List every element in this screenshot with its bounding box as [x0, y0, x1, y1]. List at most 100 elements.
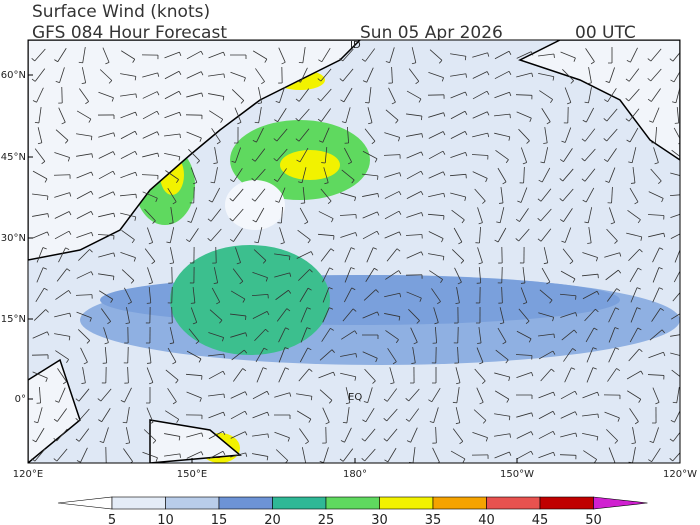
- barb-flag: [324, 182, 329, 185]
- barb-flag: [530, 51, 534, 56]
- barb-flag: [634, 201, 639, 205]
- barb-flag: [559, 198, 564, 202]
- barb-flag: [267, 433, 269, 438]
- barb: [384, 313, 400, 317]
- barb: [58, 387, 66, 403]
- barb: [98, 191, 114, 199]
- barb: [629, 187, 639, 203]
- barb-flag: [515, 238, 520, 242]
- barb-flag: [686, 334, 687, 338]
- barb-flag: [112, 170, 116, 175]
- barb: [516, 330, 532, 340]
- barb: [562, 168, 574, 182]
- barb: [520, 187, 528, 203]
- barb-flag: [559, 178, 564, 182]
- barb-flag: [658, 267, 663, 270]
- barb: [564, 127, 572, 143]
- barb-flag: [327, 200, 332, 205]
- barb-flag: [572, 348, 577, 352]
- barb: [104, 346, 108, 364]
- barb-flag: [31, 458, 36, 462]
- barb: [54, 230, 70, 240]
- barb-flag: [148, 242, 153, 245]
- barb-flag: [285, 367, 290, 370]
- barb: [142, 110, 158, 120]
- barb-flag: [654, 162, 659, 165]
- barb-flag: [376, 211, 380, 216]
- barb-flag: [156, 110, 160, 115]
- barb: [296, 410, 312, 420]
- barb: [516, 412, 532, 418]
- barb-flag: [33, 421, 38, 424]
- barb: [120, 130, 136, 140]
- barb: [275, 289, 289, 301]
- barb: [120, 93, 136, 97]
- colorbar-bin: [379, 496, 434, 510]
- barb: [274, 253, 290, 257]
- barb-flag: [339, 78, 344, 82]
- barb: [652, 247, 660, 263]
- barb: [36, 267, 44, 283]
- barb: [516, 371, 532, 379]
- barb: [233, 168, 243, 182]
- lon-label: 120°E: [13, 469, 43, 480]
- barb: [98, 170, 114, 180]
- barb: [473, 409, 487, 421]
- barb: [454, 267, 462, 283]
- barb-flag: [636, 287, 641, 290]
- barb-flag: [614, 327, 619, 330]
- barb: [164, 152, 180, 158]
- barb-flag: [637, 267, 642, 271]
- barb-flag: [540, 161, 545, 164]
- barb: [433, 307, 439, 323]
- barb-flag: [127, 301, 132, 305]
- barb-flag: [149, 422, 154, 425]
- barb-flag: [486, 111, 490, 116]
- map-frame: [27, 39, 681, 464]
- barb: [362, 150, 378, 160]
- barb: [606, 128, 618, 142]
- barb-flag: [267, 411, 270, 416]
- barb: [494, 70, 510, 80]
- barb-flag: [32, 439, 37, 443]
- colorbar-tick-label: 30: [371, 513, 388, 525]
- barb: [632, 167, 636, 183]
- barb: [274, 431, 290, 439]
- barb-flag: [44, 178, 48, 183]
- barb: [185, 373, 203, 377]
- barb: [385, 109, 399, 121]
- barb: [540, 188, 552, 202]
- barb: [431, 288, 441, 302]
- barb-flag: [112, 151, 116, 156]
- barb: [564, 367, 572, 383]
- barb-flag: [509, 451, 512, 456]
- barb: [299, 428, 309, 442]
- barb-flag: [590, 61, 595, 65]
- barb: [123, 448, 133, 462]
- barb: [278, 327, 286, 343]
- barb: [148, 286, 152, 304]
- barb: [650, 68, 662, 82]
- barb: [80, 347, 88, 363]
- barb: [320, 188, 332, 202]
- barb-flag: [421, 116, 423, 121]
- barb-flag: [509, 92, 512, 97]
- barb: [230, 452, 246, 458]
- barb: [120, 73, 136, 77]
- barb: [583, 450, 597, 460]
- barb-flag: [239, 281, 244, 285]
- barb-flag: [457, 281, 462, 285]
- barb: [101, 408, 111, 422]
- barb: [476, 387, 484, 403]
- barb: [676, 387, 680, 403]
- lon-label: 150°W: [500, 469, 534, 480]
- barb-flag: [319, 461, 324, 463]
- barb-flag: [455, 422, 460, 425]
- barb-flag: [614, 440, 618, 444]
- barb: [299, 147, 309, 163]
- barb: [76, 271, 92, 279]
- barb: [281, 206, 283, 224]
- barb-flag: [399, 172, 402, 177]
- barb: [450, 53, 466, 57]
